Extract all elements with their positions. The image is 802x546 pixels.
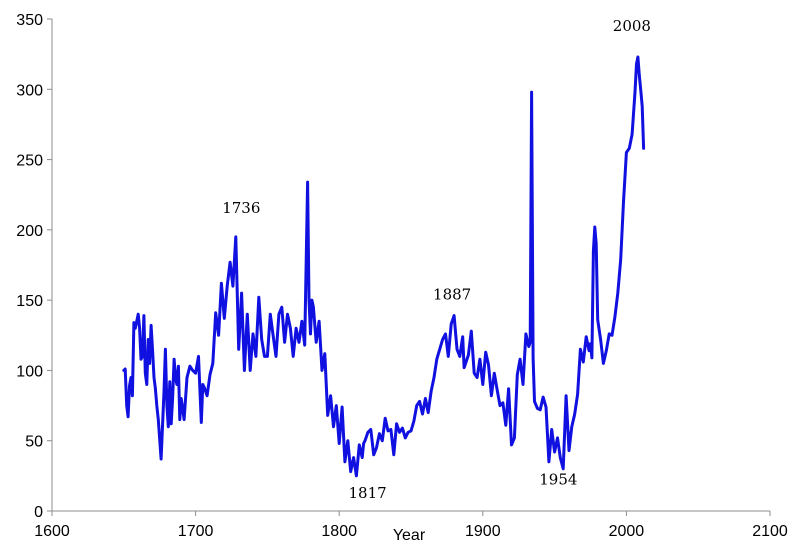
y-tick-label: 0 (34, 504, 43, 521)
x-tick-label: 2000 (609, 523, 645, 540)
annotations: 1736 1817 1887 1954 2008 (222, 17, 651, 502)
series-line (122, 55, 646, 478)
y-tick-label: 150 (16, 293, 43, 310)
y-tick-label: 300 (16, 82, 43, 99)
annotation-label: 1736 (222, 199, 260, 217)
plot-area (122, 55, 646, 478)
x-tick-label: 1800 (321, 523, 357, 540)
y-tick-label: 100 (16, 363, 43, 380)
x-tick-label: 1900 (465, 523, 501, 540)
x-tick-label: 1600 (34, 523, 70, 540)
y-tick-label: 350 (16, 12, 43, 29)
x-tick-label: 1700 (178, 523, 214, 540)
y-tick-label: 250 (16, 153, 43, 170)
annotation-label: 1954 (539, 470, 577, 488)
annotation-label: 1887 (433, 286, 471, 304)
annotation-label: 1817 (349, 484, 387, 502)
x-tick-label: 2100 (752, 523, 788, 540)
annotation-label: 2008 (613, 17, 651, 35)
ticks (47, 18, 771, 516)
axes (51, 19, 770, 512)
tick-labels: 0 50 100 150 200 250 300 350 1600 1700 1800 1900 200… (16, 12, 788, 540)
y-tick-label: 50 (25, 434, 43, 451)
y-tick-label: 200 (16, 223, 43, 240)
x-axis-title: Year (393, 527, 426, 544)
